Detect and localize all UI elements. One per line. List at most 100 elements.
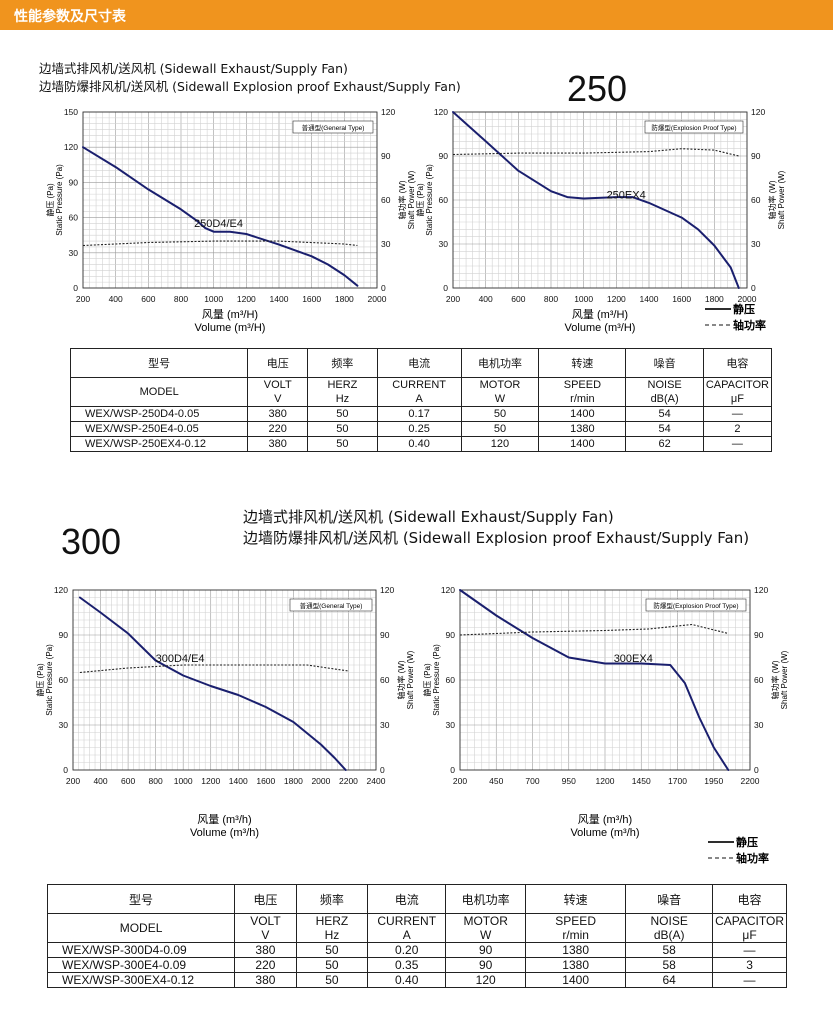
x-tick-label: 2000 — [738, 294, 757, 304]
col-capacitor-cn: 电容 — [712, 884, 787, 914]
y-tick-label: 0 — [450, 765, 455, 775]
y-tick-label: 0 — [443, 283, 448, 293]
shaft-power-curve — [82, 240, 358, 247]
cell-model: WEX/WSP-300EX4-0.12 — [46, 972, 236, 988]
y-tick-label: 120 — [441, 585, 455, 595]
col-herz-en: HERZ — [295, 913, 369, 928]
cell-current: 0.25 — [376, 421, 462, 437]
cell-volt: 220 — [234, 957, 297, 973]
cell-volt: 380 — [247, 436, 309, 452]
x-tick-label: 1950 — [704, 776, 723, 786]
y-tick-label: 90 — [446, 630, 456, 640]
cell-current: 0.17 — [376, 406, 462, 422]
cell-motor: 50 — [460, 406, 540, 422]
cell-capacitor: 2 — [702, 421, 773, 437]
x-axis-title-en: Volume (m³/h) — [190, 827, 259, 839]
type-label-box — [292, 120, 374, 134]
y2-tick-label: 120 — [381, 107, 395, 117]
x-tick-label: 1000 — [574, 294, 593, 304]
cell-motor: 90 — [445, 957, 527, 973]
y-tick-label: 60 — [69, 213, 79, 223]
y2-tick-label: 90 — [380, 630, 390, 640]
col-volt-cn: 电压 — [234, 884, 297, 914]
unit-volt: V — [247, 392, 309, 407]
cell-capacitor: 3 — [712, 957, 787, 973]
x-tick-label: 400 — [479, 294, 493, 304]
x-tick-label: 2200 — [741, 776, 760, 786]
x-tick-label: 1000 — [174, 776, 193, 786]
x-tick-label: 1800 — [705, 294, 724, 304]
cell-volt: 380 — [234, 972, 297, 988]
cell-model: WEX/WSP-250E4-0.05 — [69, 421, 249, 437]
y-tick-label: 60 — [59, 675, 69, 685]
x-tick-label: 950 — [562, 776, 576, 786]
cell-volt: 380 — [234, 942, 297, 958]
x-tick-label: 1400 — [229, 776, 248, 786]
curve-label: 300D4/E4 — [156, 653, 205, 665]
col-model-en: MODEL — [46, 913, 236, 943]
x-tick-label: 1600 — [302, 294, 321, 304]
x-axis-title-cn: 风量 (m³/H) — [202, 308, 258, 321]
y-axis-title-en: Static Pressure (Pa) — [432, 644, 441, 716]
col-speed-en: SPEED — [525, 913, 627, 928]
y-tick-label: 0 — [73, 283, 78, 293]
y2-axis-title-en: Shaft Power (W) — [407, 170, 416, 229]
y-axis-title-en: Static Pressure (Pa) — [425, 164, 434, 236]
plot-frame — [459, 589, 751, 771]
static-pressure-curve — [459, 589, 730, 771]
y-tick-label: 60 — [439, 195, 449, 205]
unit-motor: W — [460, 392, 540, 407]
y-axis-title-cn: 静压 (Pa) — [415, 183, 425, 217]
y2-tick-label: 60 — [381, 195, 391, 205]
unit-noise: dB(A) — [625, 392, 704, 407]
col-noise-cn: 噪音 — [625, 884, 714, 914]
x-tick-label: 2200 — [339, 776, 358, 786]
y2-tick-label: 120 — [380, 585, 394, 595]
x-axis-title-en: Volume (m³/H) — [565, 322, 636, 334]
shaft-power-curve — [79, 664, 349, 674]
cell-noise: 58 — [625, 942, 714, 958]
y-tick-label: 120 — [434, 107, 448, 117]
cell-herz: 50 — [295, 957, 369, 973]
type-label: 普通型(General Type) — [302, 123, 365, 132]
x-tick-label: 2400 — [367, 776, 386, 786]
y2-tick-label: 0 — [754, 765, 759, 775]
y2-axis-title-cn: 轴功率 (W) — [767, 180, 777, 219]
cell-noise: 58 — [625, 957, 714, 973]
spec-table-250: 型号 电压 频率 电流 电机功率 转速 噪音 电容 MODEL VOLT HER… — [69, 348, 773, 452]
col-speed-cn: 转速 — [525, 884, 627, 914]
x-tick-label: 400 — [93, 776, 107, 786]
col-current-en: CURRENT — [376, 377, 462, 392]
y2-tick-label: 0 — [380, 765, 385, 775]
col-herz-en: HERZ — [307, 377, 378, 392]
y2-axis-title-en: Shaft Power (W) — [406, 650, 415, 709]
x-tick-label: 1000 — [204, 294, 223, 304]
x-tick-label: 2000 — [368, 294, 387, 304]
col-volt-en: VOLT — [234, 913, 297, 928]
header-title: 性能参数及尺寸表 — [14, 9, 126, 25]
chart-250-explosion-proof: 200 400 600 800 1000 1200 1400 1600 1800 20000306… — [415, 107, 786, 334]
cell-herz: 50 — [307, 406, 378, 422]
y-tick-label: 30 — [446, 720, 456, 730]
col-noise-en: NOISE — [625, 913, 714, 928]
x-tick-label: 600 — [121, 776, 135, 786]
section-300-title-1: 边墙式排风机/送风机 (Sidewall Exhaust/Supply Fan) — [243, 508, 614, 526]
col-model-cn: 型号 — [69, 348, 249, 378]
y2-tick-label: 60 — [754, 675, 764, 685]
type-label: 普通型(General Type) — [300, 601, 363, 610]
col-current-cn: 电流 — [367, 884, 447, 914]
cell-noise: 64 — [625, 972, 714, 988]
y2-axis-title-en: Shaft Power (W) — [780, 650, 789, 709]
unit-noise: dB(A) — [625, 928, 714, 943]
x-axis-title-cn: 风量 (m³/h) — [578, 813, 632, 826]
col-speed-en: SPEED — [538, 377, 627, 392]
y2-tick-label: 30 — [754, 720, 764, 730]
table-row: WEX/WSP-250EX4-0.12 380 50 0.40 120 1400… — [69, 436, 773, 452]
curve-label: 250EX4 — [607, 190, 646, 202]
type-label-box — [289, 598, 373, 612]
cell-speed: 1400 — [525, 972, 627, 988]
unit-motor: W — [445, 928, 527, 943]
cell-noise: 54 — [625, 406, 704, 422]
unit-current: A — [376, 392, 462, 407]
x-tick-label: 1700 — [668, 776, 687, 786]
